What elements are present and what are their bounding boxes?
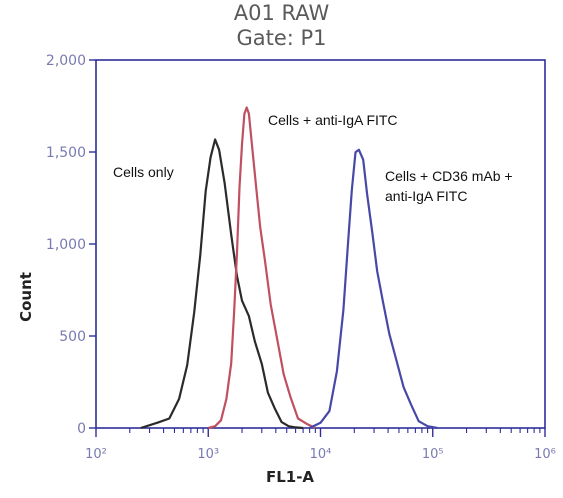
annotation-cells-cd36-line1: Cells + CD36 mAb +	[385, 168, 513, 184]
x-axis-label: FL1-A	[265, 468, 315, 486]
x-tick-label: 10⁴	[310, 447, 332, 462]
series-line-2	[309, 148, 438, 430]
chart-subtitle: Gate: P1	[236, 26, 327, 50]
y-tick-label: 1,500	[46, 145, 86, 161]
x-tick-label: 10²	[85, 447, 107, 462]
series-line-1	[208, 106, 316, 430]
y-tick-label: 1,000	[46, 237, 86, 253]
y-tick-label: 2,000	[46, 53, 86, 69]
annotation-cells-cd36-line2: anti-IgA FITC	[385, 188, 468, 204]
annotation-cells-anti-iga: Cells + anti-IgA FITC	[268, 112, 398, 128]
x-tick-label: 10³	[197, 447, 219, 462]
y-tick-label: 500	[59, 329, 86, 345]
chart-title: A01 RAW	[233, 1, 330, 25]
series-line-0	[140, 138, 304, 430]
y-tick-label: 0	[77, 421, 86, 437]
annotation-cells-only: Cells only	[113, 164, 174, 180]
y-axis-label: Count	[17, 272, 35, 322]
x-tick-label: 10⁶	[534, 447, 556, 462]
x-tick-label: 10⁵	[422, 447, 444, 462]
